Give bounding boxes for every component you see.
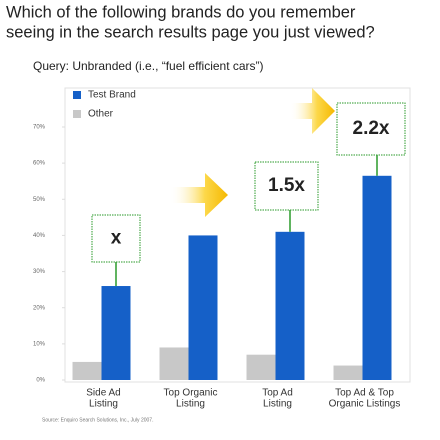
legend-swatch bbox=[73, 91, 81, 99]
bar bbox=[72, 361, 102, 380]
y-tick-label: 0% bbox=[36, 378, 45, 384]
x-tick-label: Listing bbox=[176, 399, 205, 410]
y-tick-label: 40% bbox=[33, 233, 46, 239]
x-tick-label: Listing bbox=[263, 399, 292, 410]
x-tick-label: Top Organic bbox=[164, 388, 218, 399]
y-tick-label: 70% bbox=[33, 125, 46, 131]
x-tick-label: Side Ad bbox=[86, 388, 120, 399]
bar bbox=[246, 354, 276, 380]
callout-text: 1.5x bbox=[268, 175, 305, 196]
y-tick-label: 60% bbox=[33, 161, 46, 167]
subtitle: Query: Unbranded (i.e., “fuel efficient … bbox=[33, 59, 264, 73]
bar bbox=[362, 175, 392, 380]
x-tick-label: Top Ad bbox=[262, 388, 293, 399]
y-tick-label: 20% bbox=[33, 305, 46, 311]
title-line: seeing in the search results page you ju… bbox=[6, 23, 375, 41]
x-tick-label: Top Ad & Top bbox=[335, 388, 394, 399]
callout-text: 2.2x bbox=[353, 118, 390, 139]
legend-label: Other bbox=[88, 109, 114, 120]
bar bbox=[159, 347, 189, 380]
callout-box bbox=[91, 214, 141, 263]
legend-label: Test Brand bbox=[88, 90, 136, 101]
bar bbox=[333, 365, 363, 380]
callout-box bbox=[336, 102, 406, 156]
x-tick-label: Listing bbox=[89, 399, 118, 410]
y-tick-label: 10% bbox=[33, 341, 46, 347]
callout-box bbox=[254, 161, 319, 211]
arrow bbox=[170, 173, 228, 217]
bar bbox=[101, 286, 131, 380]
x-tick-label: Organic Listings bbox=[329, 399, 401, 410]
bar bbox=[188, 235, 218, 380]
title-line: Which of the following brands do you rem… bbox=[6, 3, 356, 21]
callout-text: x bbox=[111, 228, 122, 249]
legend-swatch bbox=[73, 110, 81, 118]
source: Source: Enquiro Search Solutions, Inc., … bbox=[42, 417, 153, 423]
bar bbox=[275, 231, 305, 380]
arrow bbox=[290, 88, 335, 134]
y-tick-label: 50% bbox=[33, 197, 46, 203]
y-tick-label: 30% bbox=[33, 269, 46, 275]
